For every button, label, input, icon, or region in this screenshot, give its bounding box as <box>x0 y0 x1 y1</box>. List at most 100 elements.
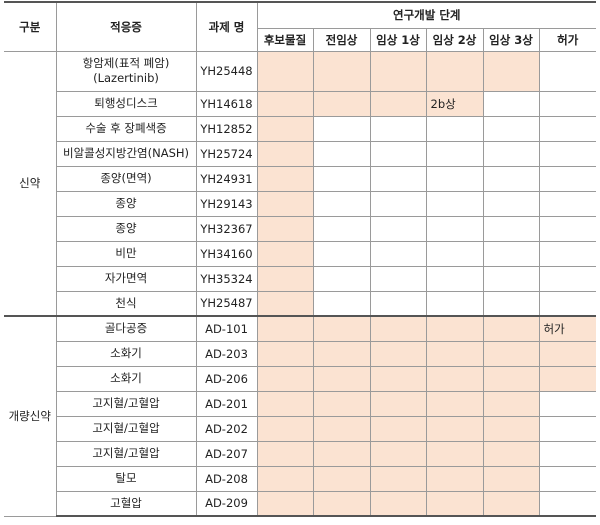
stage-cell <box>256 165 314 192</box>
table-row: 고지혈/고혈압 AD-207 <box>4 440 597 467</box>
header-stage-phase2: 임상 2상 <box>425 27 484 52</box>
indication-cell: 비알콜성지방간염(NASH) <box>56 140 197 167</box>
project-cell: AD-201 <box>195 390 258 417</box>
stage-cell <box>425 290 484 317</box>
stage-cell <box>256 215 314 242</box>
stage-cell <box>369 440 427 467</box>
project-cell: YH32367 <box>195 215 258 242</box>
stage-cell <box>482 465 540 492</box>
stage-cell <box>256 465 314 492</box>
stage-cell <box>482 115 540 142</box>
stage-cell <box>425 415 484 442</box>
table-header: 구분 적응증 과제 명 연구개발 단계 후보물질 전임상 임상 1상 임상 2상… <box>4 1 597 52</box>
stage-status-label: 허가 <box>543 321 565 336</box>
pipeline-table: 구분 적응증 과제 명 연구개발 단계 후보물질 전임상 임상 1상 임상 2상… <box>4 1 597 517</box>
indication-cell: 종양 <box>56 190 197 217</box>
stage-cell <box>538 90 597 117</box>
category-cell: 신약 <box>4 50 57 317</box>
category-cell: 개량신약 <box>4 315 57 517</box>
stage-cell <box>312 315 371 342</box>
stage-cell <box>369 215 427 242</box>
indication-cell: 자가면역 <box>56 265 197 292</box>
table-row: 고혈압 AD-209 <box>4 490 597 517</box>
project-cell: AD-207 <box>195 440 258 467</box>
project-cell: YH14618 <box>195 90 258 117</box>
stage-cell <box>482 490 540 517</box>
stage-cell <box>482 390 540 417</box>
stage-cell <box>369 50 427 92</box>
stage-cell <box>256 265 314 292</box>
stage-cell <box>256 240 314 267</box>
stage-cell <box>538 390 597 417</box>
stage-cell <box>538 490 597 517</box>
stage-cell <box>369 165 427 192</box>
stage-cell <box>312 50 371 92</box>
stage-cell <box>256 315 314 342</box>
stage-cell <box>482 240 540 267</box>
stage-cell: 허가 <box>538 315 597 342</box>
header-stage-preclinical: 전임상 <box>312 27 371 52</box>
stage-cell <box>312 165 371 192</box>
table-row: 퇴행성디스크 YH14618 2b상 <box>4 90 597 117</box>
header-indication: 적응증 <box>55 1 197 52</box>
project-cell: YH24931 <box>195 165 258 192</box>
stage-cell <box>538 265 597 292</box>
indication-cell: 수술 후 장폐색증 <box>56 115 197 142</box>
stage-cell <box>312 440 371 467</box>
table-body: 신약 항암제(표적 폐암) (Lazertinib) YH25448 퇴행성디스크 YH… <box>4 50 597 517</box>
stage-cell <box>538 140 597 167</box>
project-cell: YH25448 <box>195 50 258 92</box>
stage-cell <box>256 115 314 142</box>
stage-cell <box>538 440 597 467</box>
table-row: 소화기 AD-203 <box>4 340 597 367</box>
stage-cell <box>425 315 484 342</box>
stage-cell <box>538 240 597 267</box>
stage-cell <box>425 390 484 417</box>
stage-cell <box>369 315 427 342</box>
table-row: 탈모 AD-208 <box>4 465 597 492</box>
stage-cell <box>369 115 427 142</box>
indication-cell: 천식 <box>56 290 197 317</box>
stage-cell <box>482 290 540 317</box>
table-row: 비만 YH34160 <box>4 240 597 267</box>
stage-cell <box>256 440 314 467</box>
stage-cell <box>425 240 484 267</box>
stage-status-label: 2b상 <box>430 96 456 111</box>
stage-cell <box>312 390 371 417</box>
stage-cell <box>482 50 540 92</box>
table-row: 신약 항암제(표적 폐암) (Lazertinib) YH25448 <box>4 50 597 317</box>
stage-cell <box>369 140 427 167</box>
indication-cell: 골다공증 <box>55 315 197 342</box>
project-cell: YH25487 <box>195 290 258 317</box>
stage-cell <box>312 190 371 217</box>
header-stage-approval: 허가 <box>538 27 597 52</box>
stage-cell <box>482 415 540 442</box>
stage-cell <box>369 265 427 292</box>
stage-cell <box>425 440 484 467</box>
table-row: 고지혈/고혈압 AD-202 <box>4 415 597 442</box>
indication-cell: 퇴행성디스크 <box>56 90 197 117</box>
stage-cell <box>256 190 314 217</box>
stage-cell <box>538 465 597 492</box>
stage-cell <box>312 140 371 167</box>
stage-cell <box>425 165 484 192</box>
stage-cell <box>482 140 540 167</box>
indication-cell: 비만 <box>56 240 197 267</box>
project-cell: AD-202 <box>195 415 258 442</box>
indication-cell: 소화기 <box>56 340 197 367</box>
stage-cell <box>425 265 484 292</box>
stage-cell <box>425 465 484 492</box>
stage-cell <box>312 265 371 292</box>
table-row: 자가면역 YH35324 <box>4 265 597 292</box>
indication-cell: 항암제(표적 폐암) (Lazertinib) <box>55 50 197 92</box>
stage-cell <box>312 490 371 517</box>
stage-cell <box>538 165 597 192</box>
stage-cell <box>256 365 314 392</box>
stage-cell <box>369 415 427 442</box>
stage-cell <box>482 215 540 242</box>
stage-cell <box>369 465 427 492</box>
stage-cell <box>312 215 371 242</box>
indication-cell: 종양 <box>56 215 197 242</box>
header-category: 구분 <box>4 1 57 52</box>
stage-cell <box>538 190 597 217</box>
